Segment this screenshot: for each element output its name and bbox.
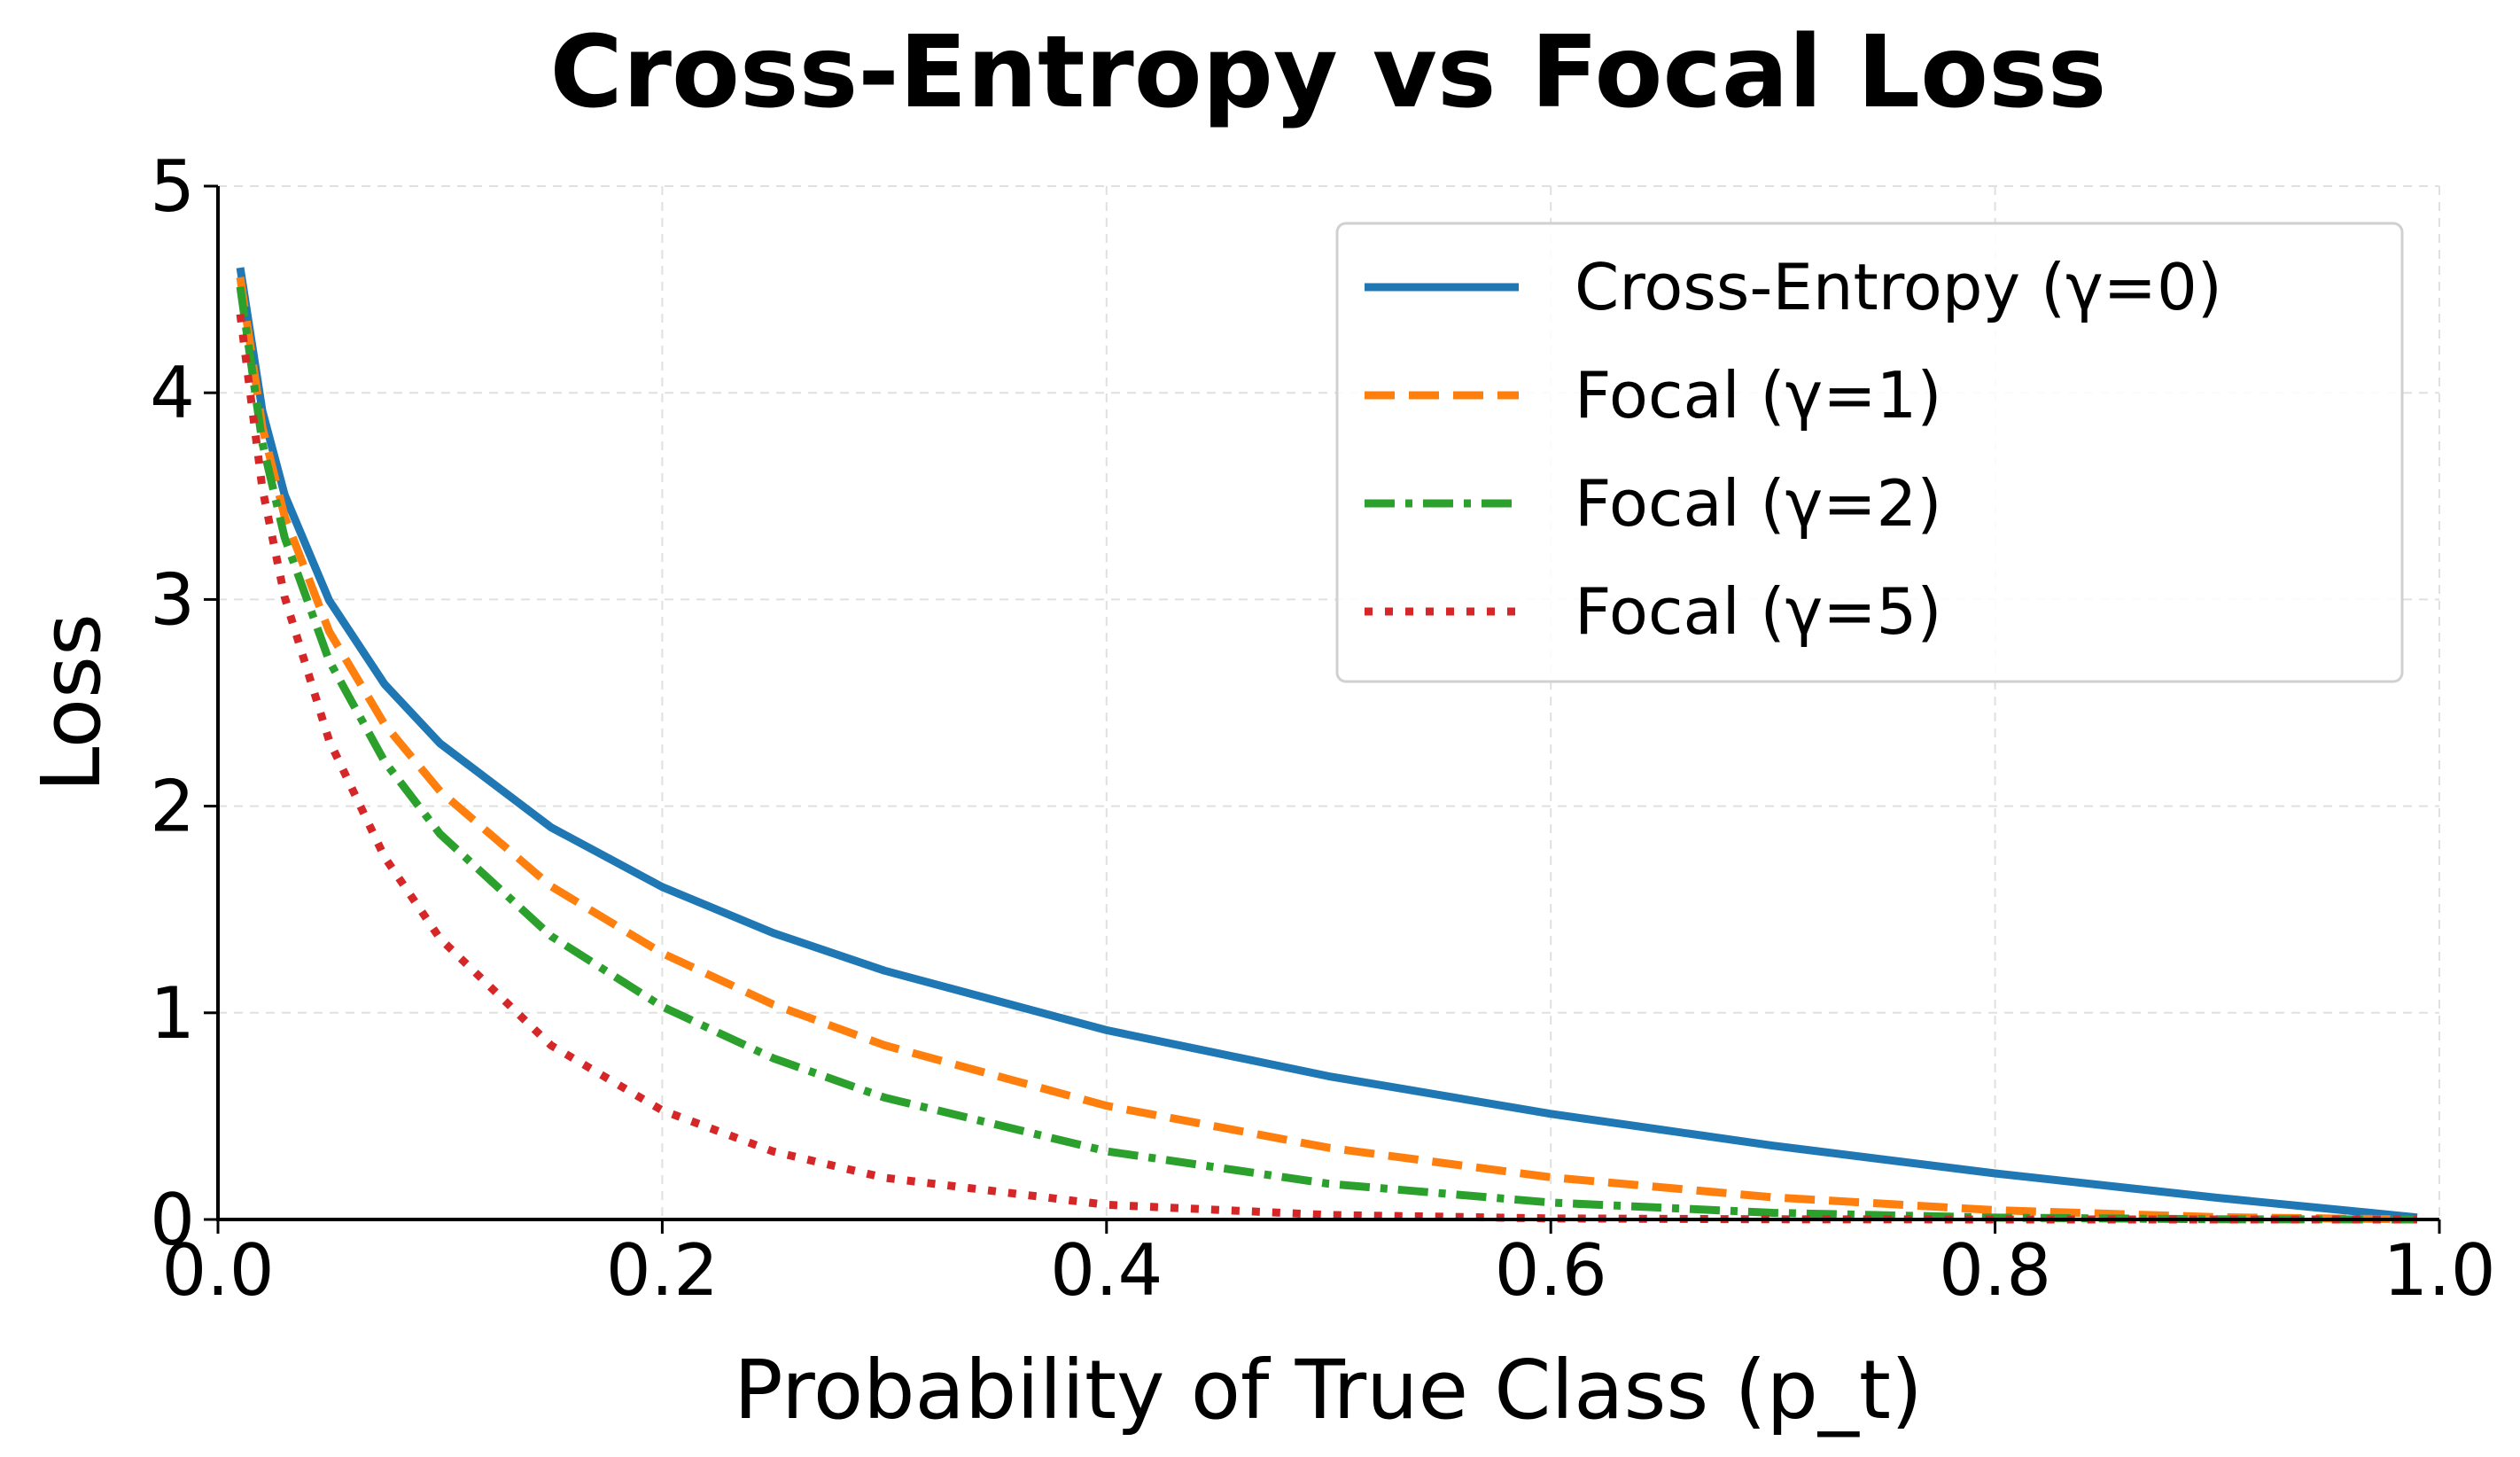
series-line-2 [236,285,2417,1224]
legend-box [1335,222,2404,683]
y-tick-label: 4 [150,352,195,434]
x-axis-label: Probability of True Class (p_t) [734,1343,1923,1438]
series-line-0 [236,267,2418,1222]
chart-title: Cross-Entropy vs Focal Loss [550,15,2107,130]
x-tick-label: 0.8 [1939,1229,2051,1312]
x-tick-label: 0.6 [1495,1229,1607,1312]
y-tick-label: 0 [150,1179,195,1261]
legend-entry-label: Focal (γ=2) [1575,466,1941,541]
x-tick-label: 0.0 [161,1229,274,1312]
y-tick-label: 5 [150,145,195,228]
y-tick-label: 3 [150,558,195,641]
legend-entry-label: Focal (γ=1) [1575,358,1941,432]
axes: 0.0 0.2 0.4 0.6 0.8 1.0 0 1 2 3 4 5 [150,145,2496,1312]
y-tick-label: 1 [150,972,195,1055]
y-axis-label: Loss [24,613,119,792]
x-tick-label: 0.4 [1050,1229,1163,1312]
legend: Cross-Entropy (γ=0) Focal (γ=1) Focal (γ=2… [1335,222,2404,683]
legend-entry-label: Cross-Entropy (γ=0) [1575,250,2222,324]
x-tick-label: 0.2 [606,1229,719,1312]
series-line-1 [236,277,2417,1224]
y-tick-label: 2 [150,766,195,848]
x-tick-label: 1.0 [2383,1229,2495,1312]
legend-entry-label: Focal (γ=5) [1575,574,1941,649]
